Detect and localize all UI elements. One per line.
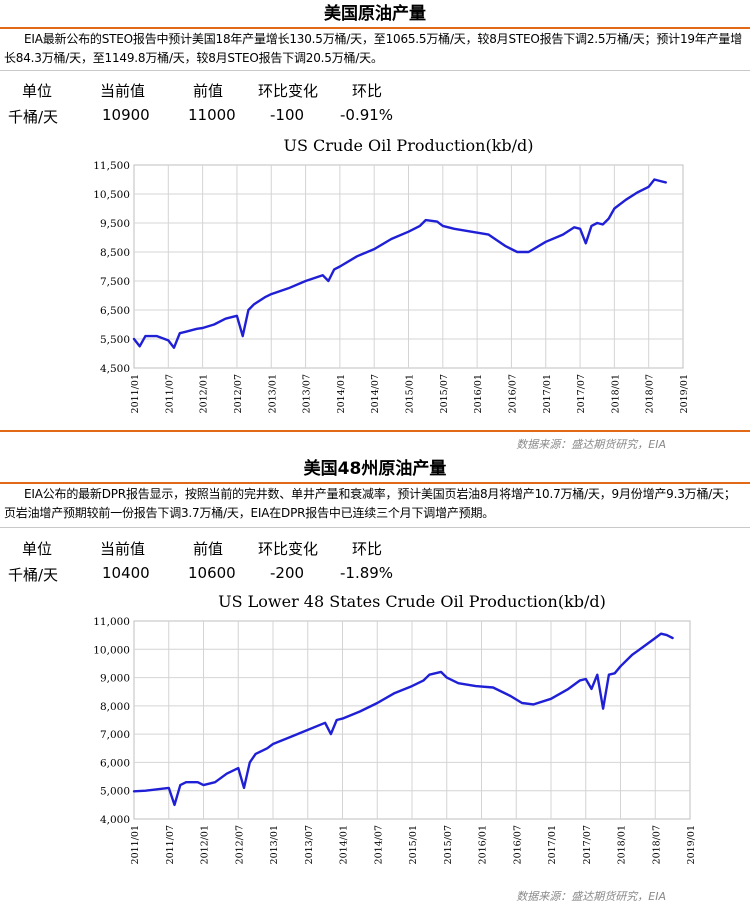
chart-title: US Crude Oil Production(kb/d) xyxy=(283,136,533,155)
x-tick-label: 2018/07 xyxy=(645,374,656,413)
x-tick-label: 2012/07 xyxy=(233,374,244,413)
series-line xyxy=(132,632,674,807)
section-title: 美国48州原油产量 xyxy=(303,459,447,479)
value-current: 10400 xyxy=(102,564,150,582)
us-lower48-production-chart: US Lower 48 States Crude Oil Production(… xyxy=(93,592,697,864)
value-change: -100 xyxy=(270,106,305,124)
y-tick-label: 10,500 xyxy=(93,189,130,201)
x-tick-label: 2018/01 xyxy=(610,374,621,413)
title-rule xyxy=(0,27,750,29)
value-pct: -0.91% xyxy=(340,106,394,124)
x-tick-label: 2015/07 xyxy=(439,374,450,413)
y-tick-label: 11,500 xyxy=(93,160,130,172)
x-tick-label: 2016/01 xyxy=(473,374,484,413)
header-unit: 单位 xyxy=(22,82,53,100)
x-tick-label: 2013/01 xyxy=(269,825,280,864)
section-description: EIA最新公布的STEO报告中预计美国18年产量增长130.5万桶/天，至106… xyxy=(4,32,743,65)
x-tick-label: 2016/07 xyxy=(507,374,518,413)
y-tick-label: 10,000 xyxy=(93,644,130,656)
x-tick-label: 2013/01 xyxy=(267,374,278,413)
x-tick-label: 2017/07 xyxy=(582,825,593,864)
value-pct: -1.89% xyxy=(340,564,394,582)
y-tick-label: 9,500 xyxy=(100,218,130,230)
y-tick-label: 7,000 xyxy=(100,729,130,741)
data-source: 数据来源：盛达期货研究，EIA xyxy=(516,438,666,451)
x-tick-label: 2012/01 xyxy=(199,374,210,413)
y-tick-label: 8,000 xyxy=(100,701,130,713)
x-tick-label: 2011/01 xyxy=(130,374,141,413)
x-tick-label: 2015/01 xyxy=(408,825,419,864)
x-tick-label: 2016/01 xyxy=(478,825,489,864)
y-tick-label: 8,500 xyxy=(100,247,130,259)
header-pct: 环比 xyxy=(352,82,383,100)
value-current: 10900 xyxy=(102,106,150,124)
section-description: EIA公布的最新DPR报告显示，按照当前的完井数、单井产量和衰减率，预计美国页岩… xyxy=(4,487,736,520)
x-tick-label: 2012/07 xyxy=(234,825,245,864)
y-tick-label: 4,000 xyxy=(100,814,130,826)
header-current: 当前值 xyxy=(100,540,146,558)
x-tick-label: 2015/01 xyxy=(405,374,416,413)
chart-title: US Lower 48 States Crude Oil Production(… xyxy=(218,592,606,611)
x-tick-label: 2015/07 xyxy=(443,825,454,864)
x-tick-label: 2013/07 xyxy=(304,825,315,864)
x-tick-label: 2011/07 xyxy=(165,825,176,864)
x-tick-label: 2019/01 xyxy=(679,374,690,413)
x-tick-label: 2011/07 xyxy=(164,374,175,413)
y-tick-label: 7,500 xyxy=(100,276,130,288)
us-crude-production-chart: US Crude Oil Production(kb/d) 4,500 5,500 6… xyxy=(93,136,690,413)
x-tick-label: 2014/07 xyxy=(370,374,381,413)
header-current: 当前值 xyxy=(100,82,146,100)
header-previous: 前值 xyxy=(193,82,224,100)
y-tick-label: 11,000 xyxy=(93,616,130,628)
header-change: 环比变化 xyxy=(258,540,319,558)
y-tick-label: 5,000 xyxy=(100,786,130,798)
x-tick-label: 2019/01 xyxy=(686,825,697,864)
x-tick-label: 2014/01 xyxy=(339,825,350,864)
title-rule xyxy=(0,482,750,484)
x-tick-label: 2017/01 xyxy=(542,374,553,413)
x-tick-label: 2013/07 xyxy=(302,374,313,413)
value-unit: 千桶/天 xyxy=(8,108,59,126)
header-change: 环比变化 xyxy=(258,82,319,100)
x-tick-label: 2014/01 xyxy=(336,374,347,413)
header-previous: 前值 xyxy=(193,540,224,558)
x-tick-label: 2017/01 xyxy=(547,825,558,864)
value-previous: 10600 xyxy=(188,564,236,582)
divider xyxy=(0,70,750,71)
x-tick-label: 2018/01 xyxy=(617,825,628,864)
value-change: -200 xyxy=(270,564,305,582)
x-tick-label: 2014/07 xyxy=(373,825,384,864)
data-source: 数据来源：盛达期货研究，EIA xyxy=(516,890,666,903)
bottom-rule xyxy=(0,430,750,432)
section-title: 美国原油产量 xyxy=(324,4,426,24)
x-tick-label: 2018/07 xyxy=(651,825,662,864)
section-us-crude: 美国原油产量 EIA最新公布的STEO报告中预计美国18年产量增长130.5万桶… xyxy=(0,4,750,451)
y-tick-label: 9,000 xyxy=(100,673,130,685)
x-tick-label: 2012/01 xyxy=(200,825,211,864)
y-tick-label: 5,500 xyxy=(100,334,130,346)
divider xyxy=(0,527,750,528)
x-tick-label: 2017/07 xyxy=(576,374,587,413)
x-tick-label: 2016/07 xyxy=(512,825,523,864)
y-tick-label: 6,000 xyxy=(100,757,130,769)
section-lower48-crude: 美国48州原油产量 EIA公布的最新DPR报告显示，按照当前的完井数、单井产量和… xyxy=(0,455,750,910)
x-tick-label: 2011/01 xyxy=(130,825,141,864)
header-pct: 环比 xyxy=(352,540,383,558)
value-unit: 千桶/天 xyxy=(8,566,59,584)
y-tick-label: 4,500 xyxy=(100,363,130,375)
value-previous: 11000 xyxy=(188,106,236,124)
header-unit: 单位 xyxy=(22,540,53,558)
y-tick-label: 6,500 xyxy=(100,305,130,317)
series-line xyxy=(132,178,667,349)
